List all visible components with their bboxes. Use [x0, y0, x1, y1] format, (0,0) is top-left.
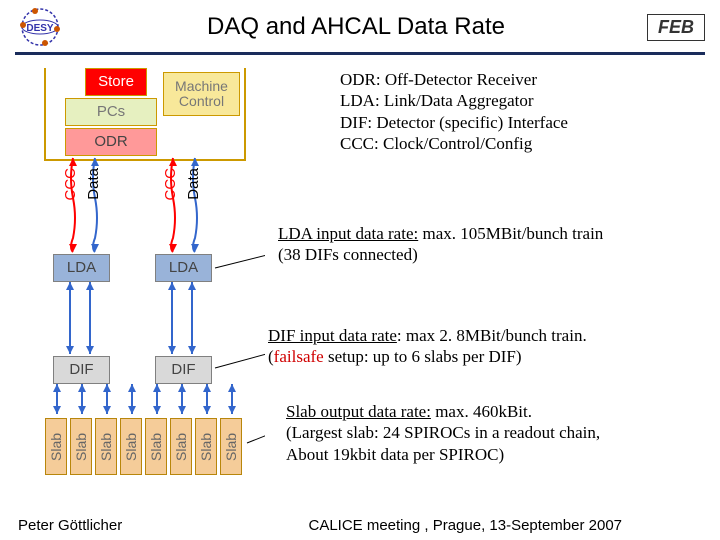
slab-1: Slab: [70, 418, 92, 475]
legend-block: ODR: Off-Detector Receiver LDA: Link/Dat…: [340, 69, 568, 154]
legend-odr: ODR: Off-Detector Receiver: [340, 69, 568, 90]
lda-rate-title: LDA input data rate:: [278, 224, 418, 243]
slab-rate-title: Slab output data rate:: [286, 402, 431, 421]
box-lda2: LDA: [155, 254, 212, 282]
lda-rate-block: LDA input data rate: max. 105MBit/bunch …: [278, 223, 603, 266]
vlabel-ccc1: CCC: [62, 168, 79, 201]
legend-dif: DIF: Detector (specific) Interface: [340, 112, 568, 133]
desy-logo: DESY: [15, 5, 65, 49]
slab-7: Slab: [220, 418, 242, 475]
vlabel-data2: Data: [185, 168, 202, 200]
box-machine: Machine Control: [163, 72, 240, 116]
slab-2: Slab: [95, 418, 117, 475]
slab-rate-block: Slab output data rate: max. 460kBit. (La…: [286, 401, 600, 465]
box-pcs: PCs: [65, 98, 157, 126]
dif-rate-title: DIF input data rate: [268, 326, 397, 345]
box-dif1: DIF: [53, 356, 110, 384]
legend-lda: LDA: Link/Data Aggregator: [340, 90, 568, 111]
slab-0: Slab: [45, 418, 67, 475]
box-store: Store: [85, 68, 147, 96]
slab-5: Slab: [170, 418, 192, 475]
box-dif2: DIF: [155, 356, 212, 384]
page-title: DAQ and AHCAL Data Rate: [65, 13, 647, 41]
slab-6: Slab: [195, 418, 217, 475]
footer: Peter Göttlicher CALICE meeting , Prague…: [0, 517, 720, 534]
box-odr: ODR: [65, 128, 157, 156]
author: Peter Göttlicher: [18, 517, 122, 534]
slab-4: Slab: [145, 418, 167, 475]
event: CALICE meeting , Prague, 13-September 20…: [308, 517, 622, 534]
header-rule: [15, 52, 705, 55]
vlabel-data1: Data: [85, 168, 102, 200]
svg-text:DESY: DESY: [26, 23, 54, 34]
legend-ccc: CCC: Clock/Control/Config: [340, 133, 568, 154]
dif-rate-block: DIF input data rate: max 2. 8MBit/bunch …: [268, 325, 587, 368]
slab-3: Slab: [120, 418, 142, 475]
box-lda1: LDA: [53, 254, 110, 282]
feb-badge: FEB: [647, 14, 705, 41]
daq-diagram: Store Machine ControlPCsODR LDA LDA DIF DIF C…: [15, 68, 265, 488]
vlabel-ccc2: CCC: [162, 168, 179, 201]
